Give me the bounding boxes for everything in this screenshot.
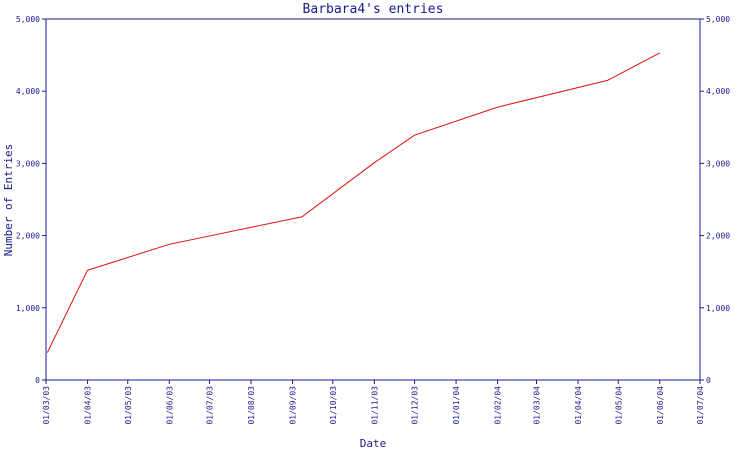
x-tick-label: 01/03/04: [533, 386, 542, 425]
y-tick-label-left: 4,000: [16, 87, 40, 96]
chart-title: Barbara4's entries: [303, 2, 444, 17]
y-tick-label-right: 1,000: [706, 304, 730, 313]
x-tick-label: 01/07/03: [206, 386, 215, 425]
x-tick-label: 01/06/03: [165, 386, 174, 425]
x-axis-title: Date: [360, 437, 387, 450]
x-tick-label: 01/03/03: [42, 386, 51, 425]
series-line: [46, 52, 661, 353]
y-tick-label-right: 0: [706, 376, 711, 385]
y-tick-label-left: 0: [35, 376, 40, 385]
x-tick-label: 01/12/03: [411, 386, 420, 425]
series-group: [46, 52, 661, 353]
plot-frame: [45, 18, 701, 381]
x-tick-label: 01/01/04: [452, 386, 461, 425]
x-tick-label: 01/05/04: [614, 386, 623, 425]
y-axis-title: Number of Entries: [2, 144, 15, 257]
x-tick-label: 01/05/03: [124, 386, 133, 425]
x-axis: 01/03/03 01/04/03 01/05/03 01/06/03 01/07/03…: [42, 380, 705, 425]
x-tick-label: 01/04/03: [84, 386, 93, 425]
y-axis-right: 0 1,000 2,000 3,000 4,000 5,000: [700, 15, 730, 385]
x-tick-label: 01/07/04: [696, 386, 705, 425]
x-tick-label: 01/06/04: [656, 386, 665, 425]
x-tick-label: 01/11/03: [370, 386, 379, 425]
x-tick-label: 01/08/03: [247, 386, 256, 425]
y-tick-label-left: 5,000: [16, 15, 40, 24]
x-tick-label: 01/04/04: [574, 386, 583, 425]
x-tick-label: 01/02/04: [494, 386, 503, 425]
x-tick-label: 01/09/03: [289, 386, 298, 425]
y-tick-label-left: 2,000: [16, 232, 40, 241]
y-tick-label-left: 3,000: [16, 159, 40, 168]
x-tick-label: 01/10/03: [329, 386, 338, 425]
y-tick-label-right: 3,000: [706, 159, 730, 168]
y-tick-label-right: 4,000: [706, 87, 730, 96]
y-tick-label-right: 5,000: [706, 15, 730, 24]
y-tick-label-left: 1,000: [16, 304, 40, 313]
y-tick-label-right: 2,000: [706, 232, 730, 241]
y-axis-left: 0 1,000 2,000 3,000 4,000 5,000: [16, 15, 46, 385]
